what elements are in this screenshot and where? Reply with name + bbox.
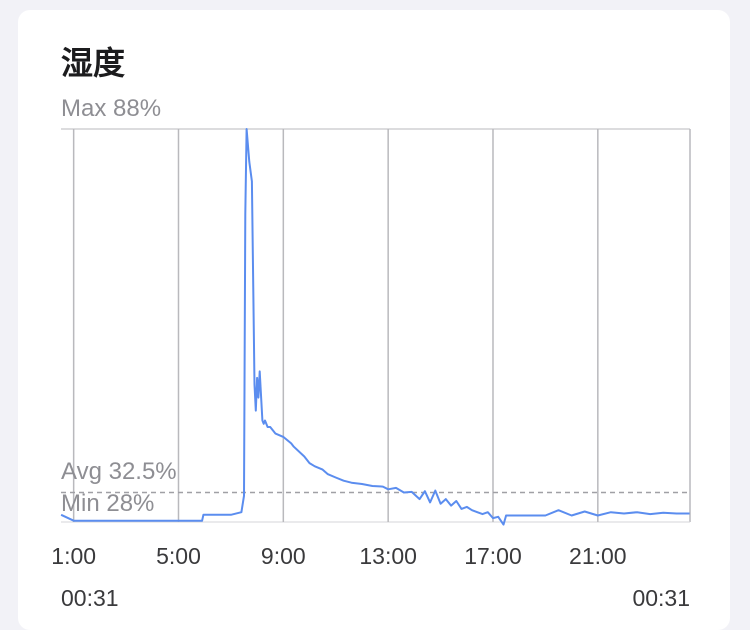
x-tick-label: 9:00 — [261, 543, 306, 570]
x-tick-label: 5:00 — [156, 543, 201, 570]
range-end-time: 00:31 — [632, 585, 690, 612]
avg-label: Avg 32.5% — [61, 460, 177, 484]
x-tick-label: 13:00 — [359, 543, 417, 570]
min-label: Min 28% — [61, 492, 154, 516]
humidity-chart — [0, 0, 750, 609]
x-tick-label: 17:00 — [464, 543, 522, 570]
x-tick-label: 1:00 — [51, 543, 96, 570]
range-start-time: 00:31 — [61, 585, 119, 612]
x-tick-label: 21:00 — [569, 543, 627, 570]
